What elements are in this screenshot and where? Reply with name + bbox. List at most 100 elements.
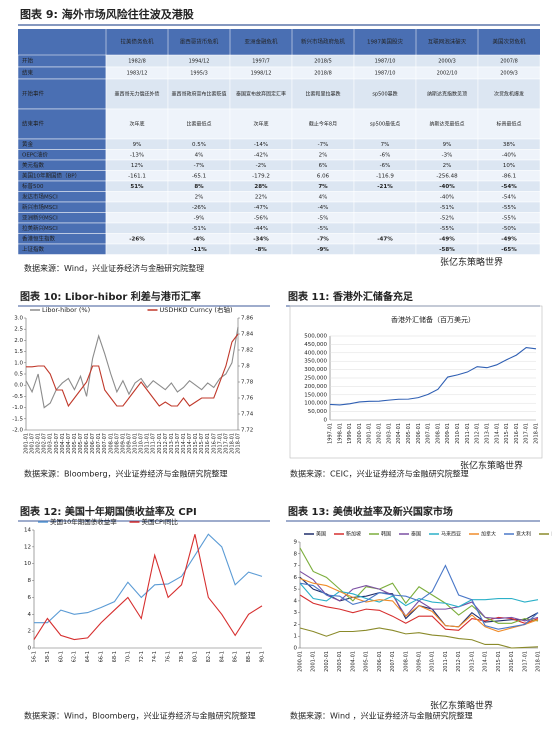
column-header: 亚洲金融危机: [244, 38, 278, 46]
cell-value: 38%: [503, 142, 515, 148]
source-note: 数据来源：Bloomberg，兴业证券经济与金融研究院整理: [24, 469, 228, 479]
y2-tick-label: 7.74: [241, 412, 254, 418]
y-tick-label: 500,000: [304, 334, 327, 340]
cell-value: 1994/12: [189, 59, 210, 65]
y-tick-label: -0.5: [12, 394, 23, 400]
y-tick-label: 14: [24, 528, 31, 534]
x-tick-label: 78-1: [179, 651, 185, 662]
y-tick-label: 3: [294, 610, 298, 616]
cell-value: 次年底: [129, 121, 144, 128]
y-tick-label: 300,000: [304, 367, 327, 373]
cell-value: 10%: [503, 163, 515, 169]
cell-value: 纳斯达克最低点: [429, 121, 464, 128]
table-cell: [105, 243, 169, 255]
x-tick-label: 80-1: [192, 651, 198, 662]
x-tick-label: 2015-01: [504, 423, 510, 444]
x-tick-label: 2014-01: [181, 433, 187, 454]
x-tick-label: 2014-01: [483, 651, 489, 672]
chart-frame: [289, 305, 543, 459]
x-tick-label: 2007-01: [390, 651, 396, 672]
cell-value: -34%: [253, 236, 269, 242]
x-tick-label: 2013-01: [484, 423, 490, 444]
column-header: 美国次贷危机: [492, 38, 526, 46]
table-cell: [353, 191, 417, 203]
y-tick-label: 250,000: [304, 376, 327, 382]
y2-tick-label: 7.76: [241, 396, 254, 402]
x-tick-label: 2004-07: [66, 433, 72, 454]
legend-label: 新加坡: [346, 531, 361, 538]
cell-value: 1983/12: [127, 71, 148, 77]
x-tick-label: 2002-01: [36, 433, 42, 454]
cell-value: -65%: [501, 247, 517, 253]
y-tick-label: 150,000: [304, 392, 327, 398]
cell-value: 1987/10: [375, 59, 396, 65]
row-label: 结束: [22, 69, 34, 77]
x-tick-label: 2007-01: [426, 423, 432, 444]
series-line: [34, 533, 263, 624]
x-tick-label: 2003-01: [48, 433, 54, 454]
table-cell: [415, 78, 479, 110]
figure-title: 图表 9: 海外市场风险往往波及港股: [20, 7, 195, 21]
cell-value: -26%: [192, 205, 206, 211]
y-tick-label: 1: [294, 634, 298, 640]
y-tick-label: 6: [28, 595, 32, 601]
y-tick-label: 2: [28, 629, 32, 635]
cell-value: 墨西哥无力偿还外债: [114, 91, 159, 98]
x-tick-label: 64-1: [85, 651, 91, 662]
row-label: 香港恒生指数: [22, 234, 56, 242]
cell-value: 1982/8: [128, 59, 146, 65]
x-tick-label: 2010-01: [455, 423, 461, 444]
cell-value: 截止今年8月: [309, 121, 337, 128]
cell-value: -51%: [192, 226, 206, 232]
cell-value: 泰国宣布放弃固定汇率: [236, 91, 286, 98]
y-tick-label: 0: [294, 646, 298, 652]
table-cell: [477, 243, 541, 255]
legend-label: 美国CPI同比: [142, 517, 179, 526]
series-line: [25, 326, 239, 409]
y-tick-label: 0: [324, 418, 328, 424]
cell-value: 6%: [319, 163, 328, 169]
cell-value: 12%: [131, 163, 143, 169]
cell-value: -86.1: [502, 173, 516, 179]
cell-value: 2018/8: [314, 71, 332, 77]
x-tick-label: 2005-01: [72, 433, 78, 454]
source-note: 数据来源：Wind，Bloomberg，兴业证券经济与金融研究院整理: [24, 711, 256, 721]
y-tick-label: 50,000: [308, 409, 328, 415]
column-header: 新兴市场政府危机: [301, 38, 346, 46]
cell-value: 2%: [195, 194, 204, 200]
cell-value: -65.1: [192, 173, 206, 179]
table-cell: [353, 201, 417, 213]
x-tick-label: 2016-01: [514, 423, 520, 444]
y-tick-label: 0.0: [14, 383, 23, 389]
x-tick-label: 2015-01: [193, 433, 199, 454]
legend-label: 意大利: [516, 531, 531, 538]
source-note: 数据来源：Wind ，兴业证券经济与金融研究院整理: [290, 711, 473, 721]
x-tick-label: 2001-01: [24, 433, 30, 454]
x-tick-label: 2011-07: [151, 433, 157, 454]
series-line: [299, 547, 539, 624]
x-tick-label: 2018-01: [229, 433, 235, 454]
legend-label: USDHKD Curncy (右轴): [160, 305, 233, 314]
x-tick-label: 2013-01: [469, 651, 475, 672]
table-header: [18, 29, 540, 55]
x-tick-label: 2012-01: [157, 433, 163, 454]
x-tick-label: 2009-01: [417, 651, 423, 672]
cell-value: -58%: [439, 247, 455, 253]
x-tick-label: 2017-01: [522, 651, 528, 672]
legend-label: 泰国: [411, 531, 421, 538]
figure-title: 图表 13: 美债收益率及新兴国家市场: [288, 505, 453, 518]
x-tick-label: 2001-01: [367, 423, 373, 444]
watermark: 张亿东策略世界: [430, 700, 493, 712]
series-line: [329, 346, 537, 406]
x-tick-label: 62-1: [72, 651, 78, 662]
cell-value: -8%: [255, 247, 267, 253]
cell-value: -7%: [318, 142, 329, 148]
cell-value: -4%: [318, 205, 329, 211]
cell-value: 1987/10: [375, 71, 396, 77]
cell-value: 9%: [133, 142, 142, 148]
cell-value: 次贷危机爆发: [494, 91, 524, 98]
cell-value: 51%: [130, 184, 144, 190]
row-label: 开始事件: [22, 90, 45, 98]
x-tick-label: 2000-01: [298, 651, 304, 672]
x-tick-label: 2006-01: [84, 433, 90, 454]
